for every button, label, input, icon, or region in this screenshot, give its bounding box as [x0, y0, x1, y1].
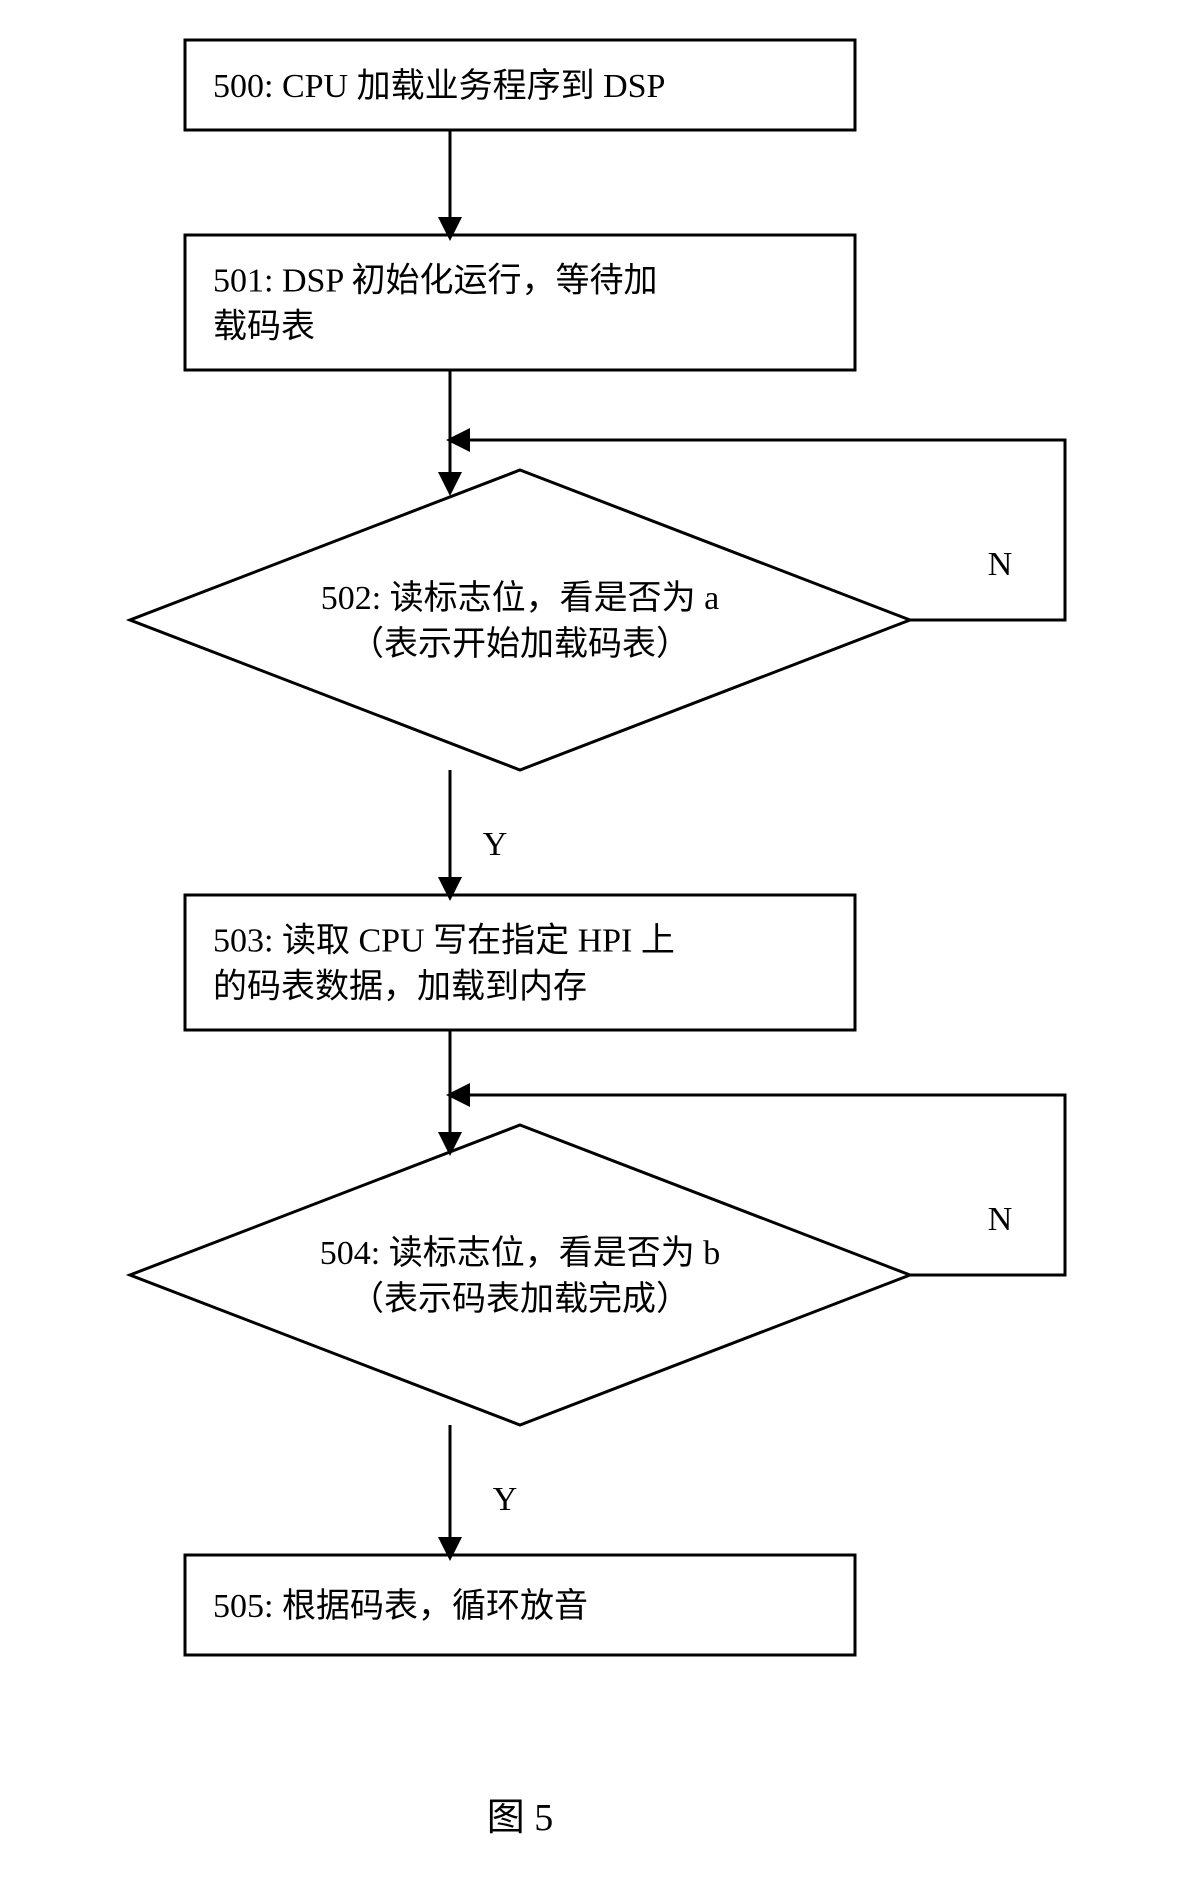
flow-process-n503: [185, 895, 855, 1030]
flow-decision-n504: [130, 1125, 910, 1425]
flow-text-n504: 504: 读标志位，看是否为 b（表示码表加载完成）: [320, 1234, 720, 1318]
flow-edge-label-2: Y: [483, 826, 508, 863]
flow-text-n501: 501: DSP 初始化运行，等待加载码表: [213, 261, 658, 345]
flow-process-n501: [185, 235, 855, 370]
flow-edge-label-3: N: [988, 546, 1013, 583]
flow-decision-n502: [130, 470, 910, 770]
figure-caption: 图 5: [487, 1797, 554, 1839]
flow-text-n502: 502: 读标志位，看是否为 a（表示开始加载码表）: [321, 579, 720, 663]
flow-text-n505: 505: 根据码表，循环放音: [213, 1587, 588, 1625]
flow-text-n500: 500: CPU 加载业务程序到 DSP: [213, 67, 665, 105]
flow-edge-label-5: Y: [493, 1481, 518, 1518]
flow-edge-label-6: N: [988, 1201, 1013, 1238]
flow-text-n503: 503: 读取 CPU 写在指定 HPI 上的码表数据，加载到内存: [213, 921, 675, 1005]
